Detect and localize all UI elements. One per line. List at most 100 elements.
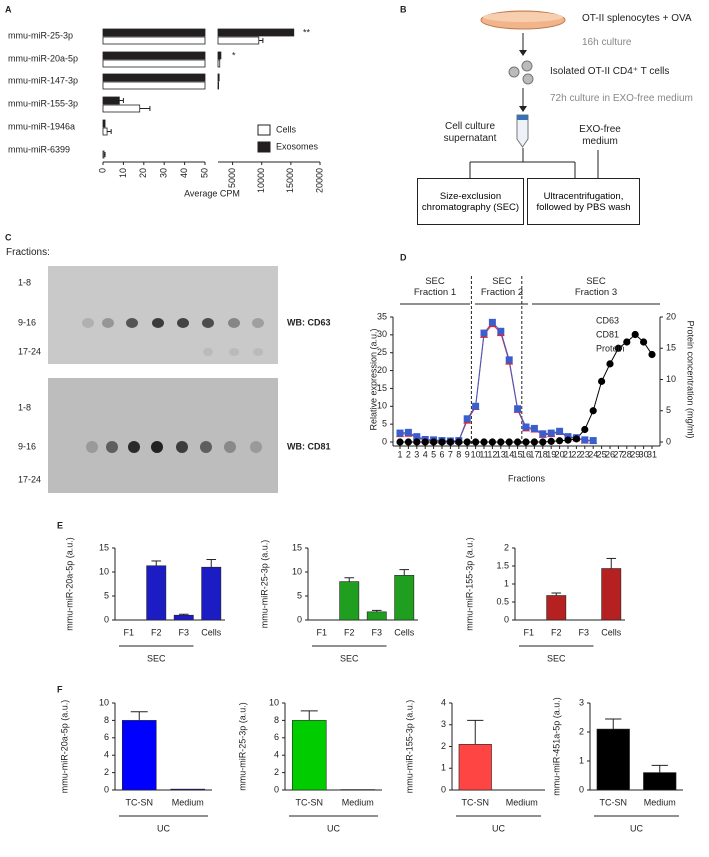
point <box>556 437 564 445</box>
cell <box>521 60 533 72</box>
x-tick-label: TC-SN <box>462 797 490 807</box>
panel-label: A <box>5 4 12 14</box>
x-tick-label: 14 <box>504 449 514 459</box>
y-tick-label: 0 <box>274 784 279 794</box>
bar <box>217 28 295 37</box>
x-tick-label: Medium <box>342 797 374 807</box>
point <box>463 438 471 446</box>
point <box>404 438 412 446</box>
point <box>480 329 488 337</box>
y-tick-label: 1.5 <box>496 560 509 570</box>
bar <box>601 568 622 621</box>
point <box>522 438 530 446</box>
point <box>396 429 404 437</box>
x-tick-label: 13 <box>496 449 506 459</box>
y-tick-label: 1 <box>504 578 509 588</box>
x-tick-label: F3 <box>371 627 382 637</box>
point <box>572 435 581 443</box>
y-tick-label: 15 <box>377 383 387 393</box>
y-axis-label: mmu-miR-25-3p (a.u.) <box>259 540 269 629</box>
x-tick-label: 29 <box>630 449 640 459</box>
legend-label: CD81 <box>596 329 619 339</box>
y-tick-label: 10 <box>99 697 109 707</box>
point <box>497 327 505 335</box>
blot-spot <box>203 348 213 356</box>
blot-spot <box>126 318 138 328</box>
y-axis-label: mmu-miR-155-3p (a.u.) <box>464 537 474 631</box>
x-tick-label: 26 <box>605 449 615 459</box>
region-label: SEC Fraction 2 <box>480 276 524 298</box>
diagram-text: Isolated OT-II CD4⁺ T cells <box>550 66 670 77</box>
point <box>505 438 513 446</box>
blot-cd63 <box>48 266 278 364</box>
y-tick-label: 0 <box>441 784 446 794</box>
x-tick-label: 10 <box>471 449 481 459</box>
x-tick-label: 22 <box>571 449 581 459</box>
legend-label: Protein <box>596 343 625 353</box>
x-tick-label: Cells <box>201 627 222 637</box>
point <box>472 402 480 410</box>
blot-spot <box>102 318 114 328</box>
group-label: UC <box>630 823 643 833</box>
bar <box>546 595 567 621</box>
x-tick-label: 12 <box>487 449 497 459</box>
blot-spot <box>253 348 263 356</box>
x-tick-label: 4 <box>423 449 428 459</box>
x-tick-label: Medium <box>506 797 538 807</box>
y-tick-label: 0 <box>579 784 584 794</box>
x-tick-label: 2 <box>406 449 411 459</box>
y-tick-label: 25 <box>377 347 387 357</box>
y-tick-label: 0 <box>382 436 387 446</box>
y-tick-label: 3 <box>579 697 584 707</box>
group-label: SEC <box>340 653 359 663</box>
y-tick-label: 1 <box>579 755 584 765</box>
blot-label: WB: CD81 <box>287 441 331 451</box>
blot-row-label: 17-24 <box>18 474 41 484</box>
x-tick-label: 5 <box>431 449 436 459</box>
y-tick-label: 2 <box>274 767 279 777</box>
point <box>480 438 488 446</box>
y-axis-label: mmu-miR-25-3p (a.u.) <box>237 702 247 791</box>
diagram-box: Size-exclusion chromatography (SEC) <box>417 178 524 225</box>
point <box>556 427 564 435</box>
x-tick-label: TC-SN <box>600 797 628 807</box>
point <box>581 436 589 444</box>
x-tick-label: Medium <box>172 797 204 807</box>
x-tick-label: 19 <box>546 449 556 459</box>
cell <box>522 73 534 85</box>
y-tick-label: 4 <box>104 750 109 760</box>
x-tick-label: 18 <box>538 449 548 459</box>
point <box>648 350 656 359</box>
y-tick-label: 8 <box>104 715 109 725</box>
point <box>547 429 555 437</box>
x-tick-label: 25 <box>597 449 607 459</box>
x-tick-label: F3 <box>578 627 589 637</box>
diagram-text: OT-II splenocytes + OVA <box>582 13 692 24</box>
y-tick-label: 0 <box>104 784 109 794</box>
significance: ** <box>303 27 311 37</box>
x-tick-label: 23 <box>580 449 590 459</box>
point <box>488 438 496 446</box>
y2-tick-label: 15 <box>666 343 676 353</box>
y-tick-label: 4 <box>274 750 279 760</box>
point <box>598 377 606 385</box>
point <box>589 437 597 445</box>
y-tick-label: 1 <box>441 763 446 773</box>
x-tick-label: 10 <box>118 168 128 178</box>
cell <box>508 66 520 78</box>
blot-row-label: 1-8 <box>18 402 31 412</box>
point <box>455 438 463 446</box>
blot-spot <box>250 441 262 453</box>
point <box>530 438 539 446</box>
point <box>438 438 446 446</box>
diagram-text: 16h culture <box>582 37 632 48</box>
point <box>413 438 421 446</box>
x-tick-label: 21 <box>563 449 573 459</box>
bar <box>366 611 387 621</box>
point <box>522 423 530 431</box>
bar <box>102 28 206 37</box>
y-tick-label: 0 <box>297 614 302 624</box>
y-tick-label: 5 <box>297 590 302 600</box>
blot-spot <box>106 441 118 453</box>
